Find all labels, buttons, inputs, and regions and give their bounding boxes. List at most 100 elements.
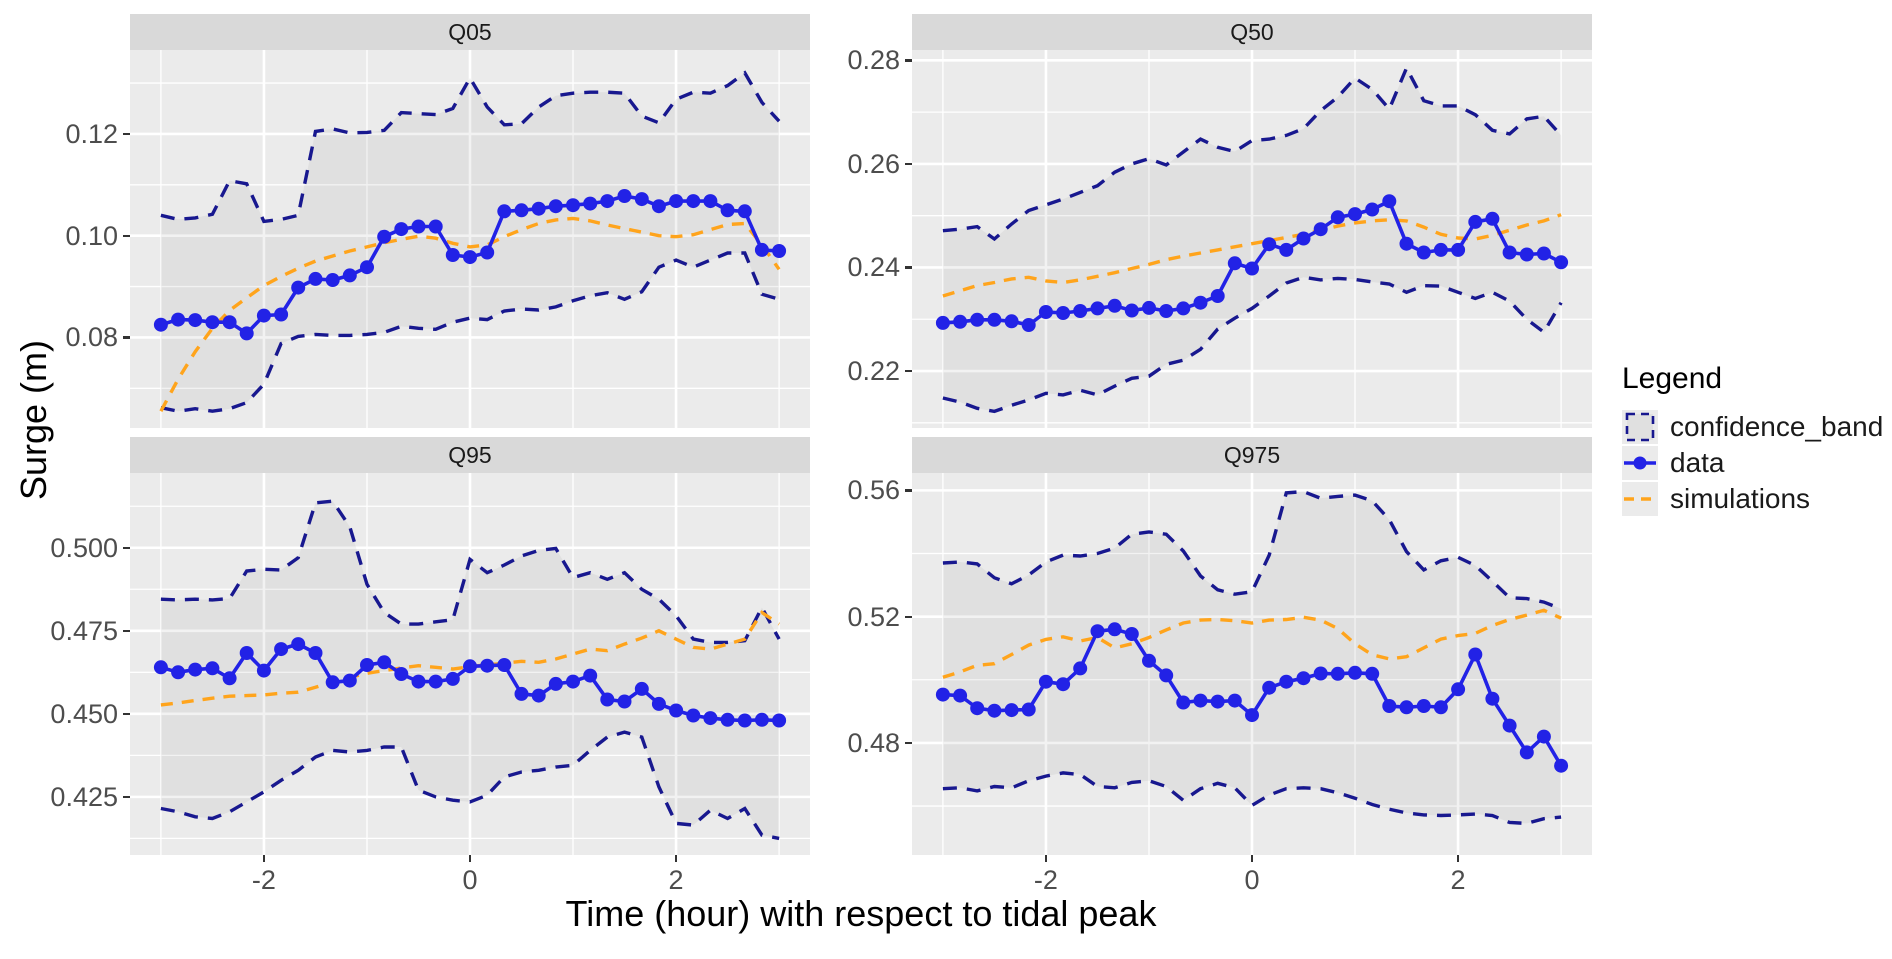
x-tick [1044,855,1048,862]
data-point [1416,699,1431,713]
data-point [1210,694,1225,709]
data-point [411,219,426,234]
facet-strip-q05: Q05 [130,14,810,50]
data-point [497,204,512,219]
data-point [394,667,409,681]
y-tick-q50 [905,162,912,166]
data-point [1365,202,1380,217]
gridlines-major [130,50,810,428]
simulations-line [159,216,781,413]
data-point [308,646,323,660]
legend-label-data: data [1670,447,1725,478]
data-point [1502,245,1517,260]
data-point [1536,729,1551,744]
data-points [935,194,1569,332]
y-tick-q975 [905,615,912,619]
data-point [1279,674,1294,689]
facet-strip-label-q975: Q975 [1223,441,1281,468]
x-tick [1457,855,1460,862]
y-tick-q05 [123,234,130,238]
data-point [411,674,426,689]
facet-strip-label-q95: Q95 [448,441,492,468]
data-point [987,312,1002,327]
data-point [617,694,632,709]
y-tick-label: 0.425 [50,781,118,812]
data-point [651,199,666,214]
confidence-band-key-icon [1622,410,1658,444]
data-point [188,313,203,328]
data-point [428,219,443,234]
y-axis-title: Surge (m) [13,339,54,501]
data-point [1554,255,1569,270]
data-point [1296,231,1311,246]
data-point [1193,693,1208,708]
panel-q975-chart [912,473,1592,855]
data-point [600,692,615,707]
data-point [1210,289,1225,303]
y-tick-q50 [905,370,912,373]
legend-entry-confidence-band: confidence_band [1622,410,1883,444]
data-point [514,686,529,701]
data-point [360,658,374,672]
data-point [342,673,357,688]
data-point [583,668,598,683]
data-point [239,326,254,341]
data-point [360,260,374,275]
data-point [1176,301,1191,316]
data-point [1433,242,1448,257]
gridlines-major [912,50,1592,428]
data-point [1296,671,1311,686]
simulations-key-icon [1622,482,1658,516]
data-point [1399,236,1414,251]
data-point [970,701,985,716]
data-point [531,688,546,703]
confidence-band-ribbon [942,491,1562,824]
data-point [342,268,357,283]
data-point [720,712,735,727]
data-point [686,708,701,723]
data-point [1193,295,1208,310]
data-point [1073,661,1088,676]
data-point [1142,653,1156,668]
data-point [308,271,323,286]
data-point [953,314,968,329]
data-point [651,696,666,711]
data-point [566,674,580,689]
x-tick [262,855,266,862]
confidence-band-lower-line [942,275,1563,414]
data-point [754,712,769,727]
data-point [463,250,477,265]
data-point [1004,703,1019,718]
y-tick-label: 0.22 [847,356,900,387]
data-point [1107,622,1122,637]
data-point [1090,624,1105,639]
x-tick [675,855,678,862]
facet-strip-q95: Q95 [130,437,810,473]
data-point [531,201,546,216]
y-tick-label: 0.28 [847,45,900,76]
data-point [772,244,787,258]
data-point [153,317,168,332]
data-point [1159,668,1174,683]
data-point [583,196,598,211]
data-point [669,194,684,209]
data-point [1004,314,1019,329]
confidence-band-upper-line [160,499,781,645]
y-tick-label: 0.500 [50,532,118,563]
data-point [256,308,271,323]
data-point [1313,222,1328,237]
data-point [205,315,220,330]
y-tick-q50 [905,266,912,269]
data-point [480,245,495,260]
data-point [634,681,649,696]
data-point [935,687,950,702]
data-point [325,675,340,690]
x-tick-label: 2 [1450,865,1466,895]
panel-q95-chart [130,473,810,855]
data-point [1107,298,1122,313]
legend-entry-simulations: simulations [1622,482,1883,516]
confidence-band-lower-line [160,730,780,841]
facet-strip-label-q50: Q50 [1230,18,1274,45]
y-tick-q50 [905,59,912,62]
